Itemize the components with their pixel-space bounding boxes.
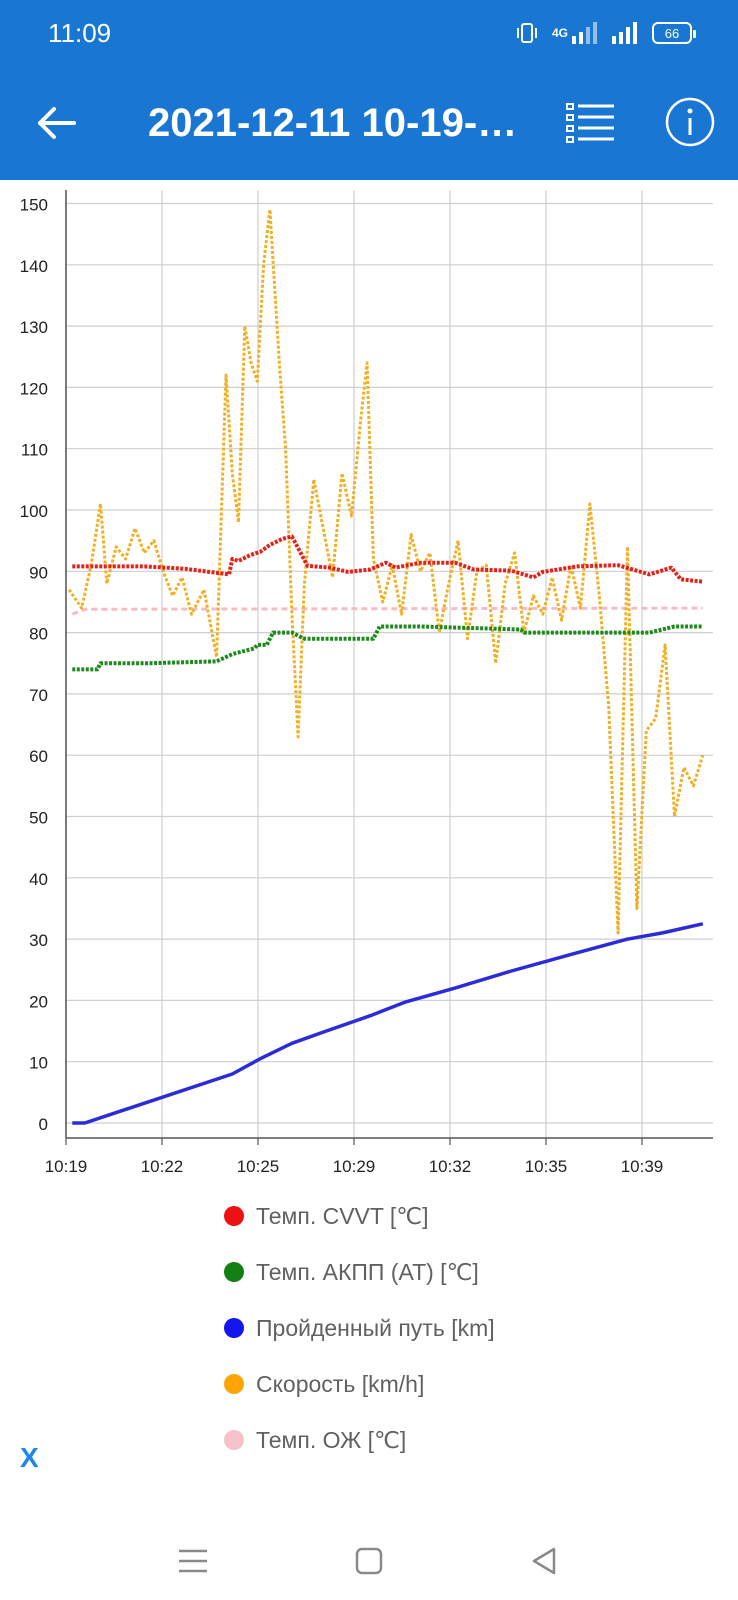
x-tick-label: 10:19 bbox=[45, 1157, 88, 1176]
y-tick-label: 40 bbox=[29, 870, 48, 889]
legend-item-cvvt[interactable]: Темп. CVVT [℃] bbox=[224, 1196, 429, 1236]
x-tick-label: 10:39 bbox=[621, 1157, 664, 1176]
y-tick-label: 90 bbox=[29, 563, 48, 582]
x-tick-label: 10:22 bbox=[141, 1157, 184, 1176]
status-bar: 11:09 4G 66 bbox=[0, 0, 738, 66]
legend-item-distance[interactable]: Пройденный путь [km] bbox=[224, 1308, 495, 1348]
checklist-icon[interactable] bbox=[566, 102, 616, 144]
y-tick-label: 10 bbox=[29, 1054, 48, 1073]
y-tick-label: 60 bbox=[29, 747, 48, 766]
legend-dot-icon bbox=[224, 1374, 244, 1394]
system-nav-bar bbox=[0, 1520, 738, 1600]
x-tick-label: 10:29 bbox=[333, 1157, 376, 1176]
series-line-coolant bbox=[71, 606, 703, 616]
battery-icon: 66 bbox=[652, 22, 696, 44]
arrow-left-icon[interactable] bbox=[34, 100, 80, 146]
home-square-icon[interactable] bbox=[352, 1546, 386, 1576]
y-tick-label: 110 bbox=[21, 441, 48, 460]
y-tick-label: 140 bbox=[20, 257, 48, 276]
y-tick-label: 100 bbox=[20, 502, 48, 521]
battery-level: 66 bbox=[664, 25, 680, 41]
y-tick-label: 70 bbox=[29, 686, 48, 705]
info-icon[interactable] bbox=[664, 96, 716, 148]
legend-item-coolant[interactable]: Темп. ОЖ [℃] bbox=[224, 1420, 406, 1460]
y-tick-label: 80 bbox=[29, 625, 48, 644]
series-line-at-temp bbox=[72, 624, 703, 672]
legend-label: Темп. CVVT [℃] bbox=[256, 1202, 429, 1229]
legend-item-at[interactable]: Темп. АКПП (AT) [℃] bbox=[224, 1252, 479, 1292]
status-time: 11:09 bbox=[48, 18, 112, 48]
status-icons: 4G 66 bbox=[516, 20, 696, 46]
legend-dot-icon bbox=[224, 1206, 244, 1226]
legend-dot-icon bbox=[224, 1318, 244, 1338]
app-bar: 2021-12-11 10-19-… bbox=[0, 66, 738, 180]
signal-strength-2-icon bbox=[612, 22, 637, 44]
page-title: 2021-12-11 10-19-… bbox=[148, 101, 518, 145]
legend-label: Темп. ОЖ [℃] bbox=[256, 1426, 407, 1453]
y-tick-label: 50 bbox=[29, 809, 48, 828]
close-button[interactable]: X bbox=[20, 1442, 39, 1473]
x-tick-label: 10:32 bbox=[429, 1157, 472, 1176]
legend-label: Скорость [km/h] bbox=[256, 1370, 425, 1397]
legend-label: Темп. АКПП (AT) [℃] bbox=[256, 1258, 479, 1285]
chart-area[interactable]: 0 10 20 30 40 50 60 70 80 90 100 110 120 130 140 150 10:… bbox=[0, 180, 738, 1190]
y-tick-label: 150 bbox=[20, 196, 48, 215]
back-triangle-icon[interactable] bbox=[528, 1546, 562, 1576]
signal-strength-icon bbox=[572, 22, 597, 44]
series-line-cvvt bbox=[72, 534, 704, 584]
legend-item-speed[interactable]: Скорость [km/h] bbox=[224, 1364, 424, 1404]
vibrate-icon bbox=[516, 23, 537, 43]
x-tick-label: 10:25 bbox=[237, 1157, 280, 1176]
legend-dot-icon bbox=[224, 1262, 244, 1282]
y-tick-label: 30 bbox=[29, 931, 48, 950]
line-chart[interactable]: 0 10 20 30 40 50 60 70 80 90 100 110 120 130 140 150 10:… bbox=[0, 180, 738, 1190]
y-tick-label: 20 bbox=[29, 992, 48, 1011]
y-tick-label: 120 bbox=[20, 379, 48, 398]
y-tick-label: 0 bbox=[39, 1115, 48, 1134]
network-type-label: 4G bbox=[551, 26, 568, 40]
menu-icon[interactable] bbox=[176, 1546, 210, 1576]
legend-label: Пройденный путь [km] bbox=[256, 1314, 495, 1341]
x-tick-label: 10:35 bbox=[525, 1157, 568, 1176]
y-tick-label: 130 bbox=[20, 318, 48, 337]
series-line-distance bbox=[72, 922, 704, 1125]
legend-dot-icon bbox=[224, 1430, 244, 1450]
series-line-speed bbox=[67, 208, 705, 935]
